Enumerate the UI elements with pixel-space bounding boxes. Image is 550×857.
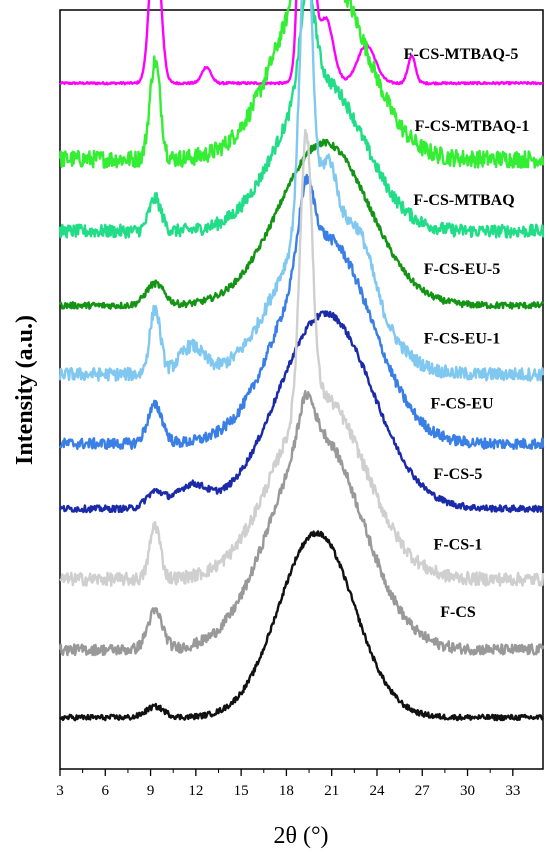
- x-tick-label: 3: [56, 783, 64, 799]
- series-label-f-cs-1: F-CS-1: [434, 536, 483, 553]
- series-label-f-cs-mtbaq-5: F-CS-MTBAQ-5: [404, 46, 519, 63]
- series-line-f-cs-1: [58, 390, 545, 657]
- series-line-f-cs-eu-5: [58, 0, 545, 382]
- series-line-f-cs-mtbaq: [58, 138, 545, 310]
- series-label-f-cs-mtbaq-1: F-CS-MTBAQ-1: [415, 118, 530, 135]
- x-axis-title: 2θ (°): [273, 823, 328, 849]
- series-line-chnw: [59, 0, 544, 86]
- x-tick-label: 24: [369, 783, 385, 799]
- x-tick-label: 21: [324, 783, 339, 799]
- x-axis-ticks: 3 6 9 12 15 18 21 24 27 30 33: [56, 769, 520, 799]
- series-label-f-cs-5: F-CS-5: [434, 466, 483, 483]
- x-tick-label: 6: [102, 783, 110, 799]
- x-tick-label: 12: [188, 783, 203, 799]
- x-tick-label: 30: [460, 783, 475, 799]
- series-label-f-cs-eu-1: F-CS-EU-1: [424, 330, 500, 347]
- series-label-f-cs-eu-5: F-CS-EU-5: [424, 261, 500, 278]
- series-labels: ChNwF-CS-MTBAQ-5F-CS-MTBAQ-1F-CS-MTBAQF-…: [404, 46, 530, 621]
- series-line-f-cs: [58, 530, 545, 722]
- x-tick-label: 18: [279, 783, 294, 799]
- series-line-f-cs-mtbaq-5: [58, 0, 545, 169]
- series-label-f-cs: F-CS: [440, 604, 476, 621]
- series-layer: [58, 0, 545, 722]
- x-tick-label: 15: [234, 783, 249, 799]
- series-line-f-cs-5: [59, 128, 545, 587]
- x-tick-label: 9: [147, 783, 155, 799]
- series-line-f-cs-eu: [58, 310, 544, 514]
- x-tick-label: 33: [505, 783, 520, 799]
- y-axis-title: Intensity (a.u.): [12, 315, 38, 465]
- series-label-f-cs-eu: F-CS-EU: [430, 395, 494, 412]
- x-tick-label: 27: [415, 783, 431, 799]
- series-label-f-cs-mtbaq: F-CS-MTBAQ: [413, 192, 514, 209]
